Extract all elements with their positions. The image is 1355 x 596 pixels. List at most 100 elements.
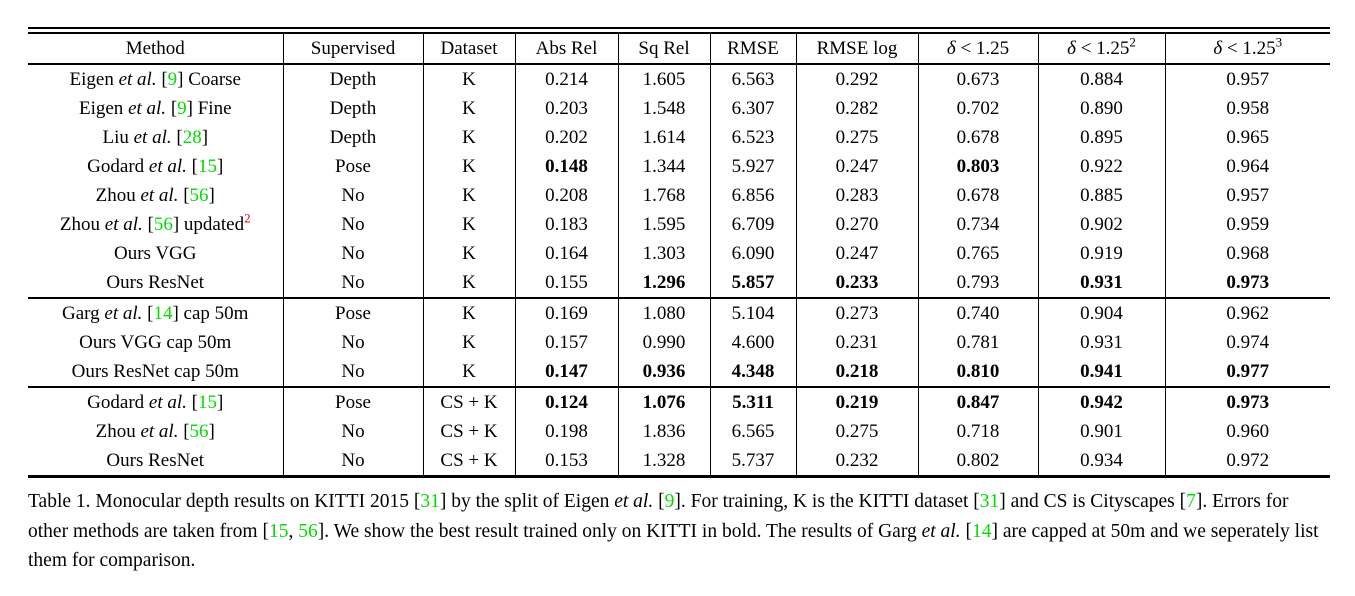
text-segment: ] (208, 421, 215, 442)
metric-value-cell: 6.563 (709, 64, 796, 94)
metric-value-cell: 5.104 (709, 298, 796, 328)
table-row: Zhou et al. [56] updated2 No K 0.183 1.595 6.… (28, 210, 1330, 239)
text-segment: ] (201, 127, 209, 148)
citation-ref[interactable]: 9 (167, 69, 178, 90)
superscript-text: 2 (244, 210, 251, 226)
table-section: Godard et al. [15] Pose CS + K 0.124 1.076 5.… (28, 387, 1330, 477)
metric-value-cell: 0.231 (795, 328, 918, 357)
metric-value-cell: 0.973 (1164, 387, 1330, 417)
citation-ref[interactable]: 9 (177, 98, 187, 119)
citation-ref[interactable]: 15 (197, 156, 217, 177)
metric-value-cell: 0.147 (514, 357, 618, 387)
metric-value-cell: 0.890 (1037, 94, 1165, 123)
metric-value-cell: 6.090 (709, 239, 796, 268)
text-segment: Ours VGG (113, 243, 197, 264)
metric-value-cell: 0.283 (795, 181, 918, 210)
metric-value-cell: 0.964 (1164, 152, 1330, 181)
method-cell: Godard et al. [15] (28, 387, 283, 417)
metric-value-cell: 0.884 (1037, 64, 1165, 94)
table-header: Method Supervised Dataset Abs Rel Sq Rel RMSE… (28, 30, 1330, 64)
table-row: Eigen et al. [9] Coarse Depth K 0.214 1.605 6… (28, 64, 1330, 94)
metric-value-cell: 0.124 (514, 387, 618, 417)
citation-ref[interactable]: 28 (182, 127, 202, 148)
text-segment: Eigen (69, 69, 119, 90)
text-segment: Zhou (95, 185, 141, 206)
metric-value-cell: 0.962 (1164, 298, 1330, 328)
citation-ref[interactable]: 14 (971, 520, 992, 542)
results-table: Method Supervised Dataset Abs Rel Sq Rel RMSE… (28, 27, 1330, 478)
method-cell: Garg et al. [14] cap 50m (28, 298, 283, 328)
citation-ref[interactable]: 56 (153, 214, 173, 235)
metric-value-cell: 0.974 (1164, 328, 1330, 357)
text-segment: et al. (118, 69, 157, 90)
metric-value-cell: 0.895 (1037, 123, 1165, 152)
text-segment: ]. For training, K is the KITTI dataset … (674, 491, 980, 512)
metric-value-cell: 0.885 (1037, 181, 1165, 210)
metric-value-cell: 0.931 (1037, 268, 1165, 298)
text-segment: et al. (104, 303, 143, 324)
metric-value-cell: 6.307 (709, 94, 796, 123)
supervised-cell: No (282, 417, 423, 446)
citation-ref[interactable]: 14 (153, 303, 173, 324)
citation-ref[interactable]: 15 (268, 520, 289, 542)
dataset-cell: K (422, 239, 515, 268)
metric-value-cell: 0.673 (917, 64, 1038, 94)
text-segment: et al. (614, 491, 654, 512)
citation-ref[interactable]: 56 (189, 185, 209, 206)
metric-value-cell: 6.565 (709, 417, 796, 446)
text-segment: et al. (148, 156, 187, 177)
citation-ref[interactable]: 9 (664, 491, 675, 512)
text-segment: [ (178, 421, 190, 442)
column-header: Dataset (422, 30, 515, 64)
metric-value-cell: 0.901 (1037, 417, 1165, 446)
metric-value-cell: 1.768 (617, 181, 710, 210)
supervised-cell: Pose (282, 152, 423, 181)
text-segment: [ (186, 156, 198, 177)
metric-value-cell: 0.902 (1037, 210, 1165, 239)
table-section: Eigen et al. [9] Coarse Depth K 0.214 1.605 6… (28, 64, 1330, 298)
text-segment: et al. (140, 421, 179, 442)
text-segment: ] (216, 156, 224, 177)
text-segment: Method (125, 38, 185, 59)
citation-ref[interactable]: 15 (197, 392, 217, 413)
method-cell: Ours VGG (28, 239, 283, 268)
citation-ref[interactable]: 31 (420, 491, 440, 512)
metric-value-cell: 0.934 (1037, 446, 1165, 477)
table-section: Garg et al. [14] cap 50m Pose K 0.169 1.080 5… (28, 298, 1330, 387)
supervised-cell: No (282, 210, 423, 239)
text-segment: δ (1213, 38, 1223, 59)
metric-value-cell: 1.328 (617, 446, 710, 477)
table-row: Godard et al. [15] Pose K 0.148 1.344 5.927 0.… (28, 152, 1330, 181)
text-segment: ] by the split of Eigen (439, 491, 615, 512)
metric-value-cell: 0.169 (514, 298, 618, 328)
text-segment: Table 1. Monocular depth results on KITT… (28, 491, 421, 512)
citation-ref[interactable]: 56 (189, 421, 209, 442)
metric-value-cell: 0.793 (917, 268, 1038, 298)
text-segment: Supervised (310, 38, 396, 59)
metric-value-cell: 0.273 (795, 298, 918, 328)
table-row: Ours VGG cap 50m No K 0.157 0.990 4.600 0.231 0… (28, 328, 1330, 357)
metric-value-cell: 0.990 (617, 328, 710, 357)
supervised-cell: No (282, 181, 423, 210)
metric-value-cell: 6.523 (709, 123, 796, 152)
column-header: RMSE log (795, 30, 918, 64)
method-cell: Eigen et al. [9] Coarse (28, 64, 283, 94)
citation-ref[interactable]: 7 (1186, 491, 1196, 512)
citation-ref[interactable]: 31 (979, 491, 1000, 512)
metric-value-cell: 5.857 (709, 268, 796, 298)
citation-ref[interactable]: 56 (298, 520, 318, 542)
text-segment: RMSE (727, 38, 779, 59)
text-segment: ] updated (172, 214, 245, 235)
text-segment: et al. (148, 392, 187, 413)
column-header: Abs Rel (514, 30, 618, 64)
text-segment: [ (142, 303, 154, 324)
text-segment: Zhou (95, 421, 141, 442)
supervised-cell: Pose (282, 298, 423, 328)
metric-value-cell: 0.919 (1037, 239, 1165, 268)
text-segment: [ (186, 392, 198, 413)
table-row: Ours ResNet No CS + K 0.153 1.328 5.737 0.232 0… (28, 446, 1330, 477)
metric-value-cell: 0.155 (514, 268, 618, 298)
metric-value-cell: 0.959 (1164, 210, 1330, 239)
table-row: Ours ResNet No K 0.155 1.296 5.857 0.233 0.793 0… (28, 268, 1330, 298)
